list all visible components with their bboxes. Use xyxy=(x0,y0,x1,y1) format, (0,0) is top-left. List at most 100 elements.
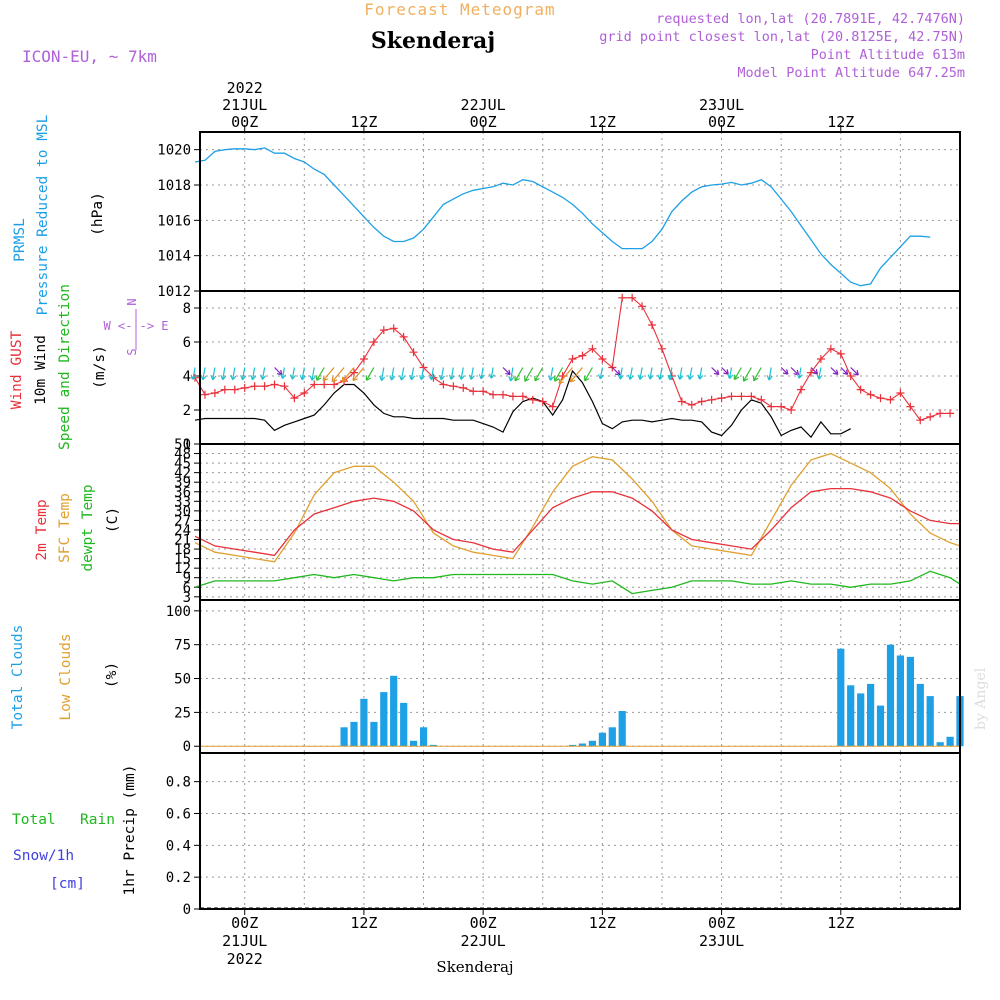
wind-gust-point xyxy=(399,332,408,341)
wind-direction-label: Speed and Direction xyxy=(57,284,73,450)
wind-direction-arrow xyxy=(438,367,445,381)
temp-sfc-label: SFC Temp xyxy=(57,493,73,563)
y-tick-label: 0 xyxy=(183,437,191,453)
wind-10m-label: 10m Wind xyxy=(33,335,49,405)
y-tick-label: 1014 xyxy=(157,249,191,265)
wind-gust-point xyxy=(469,387,478,396)
wind-direction-arrow xyxy=(637,367,644,380)
wind-direction-arrow xyxy=(711,367,720,376)
wind-gust-point xyxy=(538,397,547,406)
total-cloud-bar xyxy=(867,683,875,747)
top-time-label: 00Z xyxy=(708,113,735,131)
wind-direction-arrow xyxy=(468,367,475,380)
wind-direction-arrow xyxy=(721,367,729,375)
precip-unit-label: 1hr Precip (mm) xyxy=(122,765,138,896)
total-cloud-bar xyxy=(876,705,885,747)
temp-dewpt-label: dewpt Temp xyxy=(80,484,96,571)
wind-gust-point xyxy=(349,368,358,377)
total-cloud-bar xyxy=(618,711,626,747)
wind-direction-arrow xyxy=(379,367,386,382)
wind-gust-point xyxy=(220,385,229,394)
y-tick-label: 0.2 xyxy=(166,870,191,886)
bottom-time-label: 12Z xyxy=(350,914,377,932)
wind-direction-arrow xyxy=(830,367,839,375)
total-cloud-bar xyxy=(896,655,904,747)
y-tick-label: 18 xyxy=(174,542,191,558)
wind-direction-arrow xyxy=(554,367,564,382)
wind-direction-arrow xyxy=(816,367,823,380)
wind-gust-point xyxy=(916,416,925,425)
total-cloud-bar xyxy=(340,727,348,747)
pressure-unit-label: (hPa) xyxy=(90,192,106,236)
precip-panel: Total Rain Snow/1h [cm] 1hr Precip (mm) … xyxy=(12,753,960,918)
wind-direction-arrow xyxy=(200,367,207,381)
total-cloud-bar xyxy=(390,675,398,747)
wind-gust-point xyxy=(290,394,299,403)
wind-gust-point xyxy=(747,392,756,401)
wind-gust-point xyxy=(300,389,309,397)
total-cloud-bar xyxy=(578,743,587,747)
wind-direction-arrow xyxy=(448,367,455,380)
wind-direction-arrow xyxy=(478,367,485,380)
wind-direction-arrow xyxy=(316,367,325,381)
y-tick-label: 45 xyxy=(174,456,191,472)
wind-direction-arrow xyxy=(365,367,375,381)
y-tick-label: 0.8 xyxy=(166,775,191,791)
wind-gust-point xyxy=(826,344,835,353)
y-tick-label: 42 xyxy=(174,466,191,482)
y-tick-label: 0.4 xyxy=(166,838,191,854)
wind-gust-point xyxy=(210,389,219,397)
wind-direction-arrow xyxy=(840,367,849,375)
wind-gust-label: Wind GUST xyxy=(9,330,25,409)
wind-panel: Wind GUST 10m Wind Speed and Direction (… xyxy=(9,284,960,453)
wind-direction-arrow xyxy=(309,367,316,381)
y-tick-label: 12 xyxy=(174,561,191,577)
wind-gust-point xyxy=(926,412,935,421)
wind-direction-arrow xyxy=(584,367,593,382)
wind-gust-point xyxy=(797,385,806,394)
wind-direction-arrow xyxy=(289,367,297,380)
wind-gust-point xyxy=(836,349,845,358)
total-cloud-bar xyxy=(916,683,924,747)
total-cloud-bar xyxy=(370,721,378,747)
total-cloud-bar xyxy=(420,727,428,747)
wind-gust-point xyxy=(379,326,388,335)
wind-gust-point xyxy=(260,382,269,391)
wind-gust-point xyxy=(200,390,209,399)
total-cloud-bar xyxy=(360,698,368,747)
temperature-panel: 2m Temp SFC Temp dewpt Temp (C) 36912151… xyxy=(34,437,961,606)
y-tick-label: 8 xyxy=(183,301,191,317)
requested-coordinates: requested lon,lat (20.7891E, 42.7476N) xyxy=(656,11,965,27)
wind-gust-point xyxy=(846,372,855,380)
y-tick-label: 21 xyxy=(174,533,191,549)
total-cloud-bar xyxy=(936,742,944,747)
rain-label: Rain xyxy=(80,812,115,828)
top-time-label: 23JUL xyxy=(699,96,744,114)
wind-direction-arrow xyxy=(850,367,859,376)
wind-direction-arrow xyxy=(250,367,257,381)
wind-direction-arrow xyxy=(687,367,694,380)
wind-direction-arrow xyxy=(733,367,742,381)
snow-unit-label: [cm] xyxy=(50,876,85,892)
wind-gust-point xyxy=(230,385,239,394)
y-tick-label: 25 xyxy=(174,705,191,721)
wind-direction-arrow xyxy=(766,367,773,381)
panel-frame xyxy=(199,599,961,754)
wind-gust-point xyxy=(648,321,657,329)
wind-direction-arrow xyxy=(727,367,734,379)
top-time-label: 12Z xyxy=(350,113,377,131)
panel-frame xyxy=(199,443,961,601)
snow-label: Snow/1h xyxy=(13,848,74,864)
wind-direction-arrow xyxy=(210,367,217,381)
top-time-label: 00Z xyxy=(231,113,258,131)
top-time-label: 22JUL xyxy=(461,96,506,114)
wind-direction-arrow xyxy=(331,367,345,383)
wind-gust-point xyxy=(896,389,905,397)
low-clouds-label: Low Clouds xyxy=(58,633,74,720)
total-cloud-bar xyxy=(608,727,616,747)
y-tick-label: 3 xyxy=(183,590,191,606)
point-altitude: Point Altitude 613m xyxy=(811,47,965,63)
wind-gust-point xyxy=(717,394,726,403)
